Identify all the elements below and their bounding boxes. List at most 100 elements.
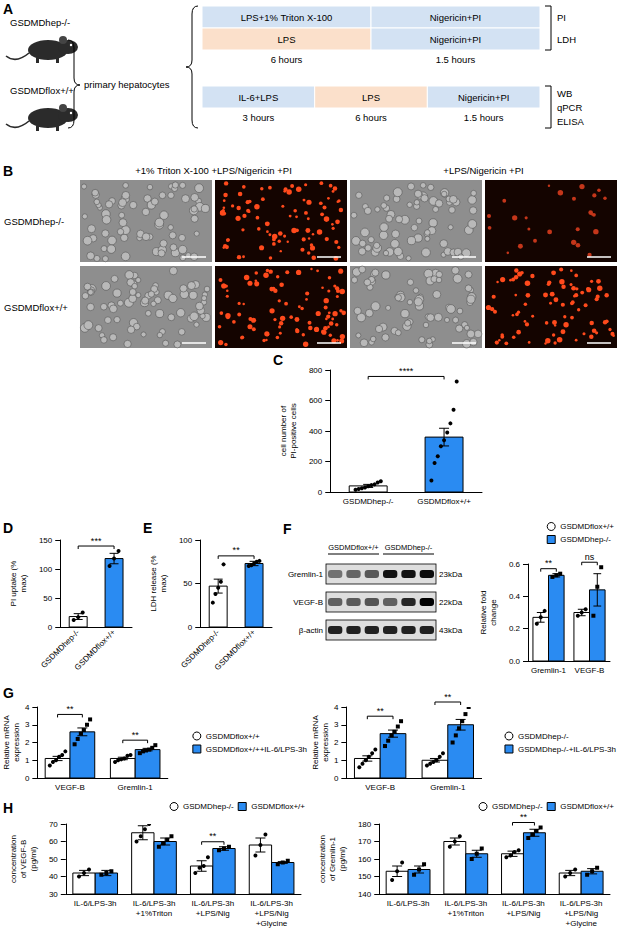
svg-text:3: 3 [334, 720, 339, 729]
svg-text:0.2: 0.2 [509, 624, 521, 633]
svg-text:**: ** [377, 706, 385, 716]
svg-text:concentration: concentration [318, 835, 327, 883]
svg-text:0: 0 [188, 623, 193, 632]
svg-text:LPS: LPS [278, 34, 296, 45]
svg-text:0: 0 [334, 774, 339, 783]
svg-text:23kDa: 23kDa [439, 570, 463, 579]
svg-text:100: 100 [179, 536, 193, 545]
svg-text:A: A [3, 1, 13, 17]
svg-text:GSDMDflox+/+: GSDMDflox+/+ [4, 302, 68, 313]
svg-text:IL-6/LPS-3h: IL-6/LPS-3h [502, 899, 545, 908]
svg-text:GSDMDflox+/+: GSDMDflox+/+ [328, 543, 379, 552]
svg-text:GSDMDhep-/-: GSDMDhep-/- [518, 732, 569, 741]
svg-text:change: change [489, 599, 498, 626]
svg-text:3 hours: 3 hours [242, 112, 274, 123]
svg-text:qPCR: qPCR [557, 102, 582, 113]
svg-text:PI: PI [557, 12, 566, 23]
svg-text:B: B [3, 163, 13, 179]
svg-text:GSDMDflox+/+: GSDMDflox+/+ [560, 802, 614, 811]
svg-text:400: 400 [309, 427, 323, 436]
svg-text:43kDa: 43kDa [439, 626, 463, 635]
svg-text:0.6: 0.6 [509, 560, 521, 569]
svg-text:4: 4 [334, 703, 339, 712]
svg-text:IL-6/LPS-3h: IL-6/LPS-3h [74, 899, 117, 908]
svg-text:1: 1 [25, 756, 30, 765]
svg-text:GSDMDflox+/++IL-6/LPS-3h: GSDMDflox+/++IL-6/LPS-3h [206, 745, 307, 754]
svg-text:150: 150 [358, 872, 372, 881]
svg-text:F: F [283, 521, 292, 537]
svg-text:6 hours: 6 hours [271, 54, 303, 65]
svg-text:+Glycine: +Glycine [256, 919, 288, 928]
svg-text:PI-positive cells: PI-positive cells [289, 403, 298, 459]
svg-text:**: ** [233, 545, 241, 555]
svg-text:VEGF-B: VEGF-B [365, 783, 395, 792]
svg-text:primary hepatocytes: primary hepatocytes [84, 79, 170, 90]
svg-text:**: ** [66, 704, 74, 714]
svg-text:GSDMDhep-/-: GSDMDhep-/- [183, 802, 234, 811]
svg-text:50: 50 [183, 579, 192, 588]
svg-text:GSDMDhep-/-: GSDMDhep-/- [492, 802, 543, 811]
svg-text:0: 0 [25, 774, 30, 783]
svg-text:LPS: LPS [362, 92, 380, 103]
svg-text:1.5 hours: 1.5 hours [464, 112, 504, 123]
svg-text:GSDMDhep-/-: GSDMDhep-/- [560, 535, 611, 544]
svg-text:40: 40 [49, 872, 58, 881]
svg-text:+LPS/Nig: +LPS/Nig [255, 909, 289, 918]
svg-text:0: 0 [318, 488, 323, 497]
svg-text:GSDMDhep-/-: GSDMDhep-/- [4, 216, 64, 227]
svg-text:IL-6/LPS-3h: IL-6/LPS-3h [444, 899, 487, 908]
svg-text:(pg/ml): (pg/ml) [29, 846, 38, 871]
svg-text:800: 800 [309, 366, 323, 375]
svg-text:170: 170 [358, 837, 372, 846]
svg-text:GSDMDhep-/-+IL-6/LPS-3h: GSDMDhep-/-+IL-6/LPS-3h [518, 745, 616, 754]
svg-text:1: 1 [334, 756, 339, 765]
svg-text:IL-6/LPS-3h: IL-6/LPS-3h [387, 899, 430, 908]
svg-text:160: 160 [358, 855, 372, 864]
svg-text:30: 30 [49, 890, 58, 899]
svg-text:Relative mRNA: Relative mRNA [2, 715, 11, 770]
svg-text:VEGF-B: VEGF-B [575, 666, 605, 675]
svg-text:200: 200 [309, 457, 323, 466]
svg-text:4: 4 [25, 703, 30, 712]
svg-text:+LPS/Nigericin +PI: +LPS/Nigericin +PI [443, 165, 523, 176]
svg-text:GSDMDhep-/-: GSDMDhep-/- [343, 497, 394, 506]
svg-text:WB: WB [557, 88, 572, 99]
svg-text:**: ** [444, 692, 452, 702]
svg-text:IL-6/LPS-3h: IL-6/LPS-3h [191, 899, 234, 908]
svg-text:**: ** [520, 812, 528, 822]
svg-text:Gremlin-1: Gremlin-1 [288, 570, 324, 579]
svg-text:60: 60 [49, 837, 58, 846]
svg-text:50: 50 [49, 855, 58, 864]
svg-text:+LPS/Nig: +LPS/Nig [506, 909, 540, 918]
svg-text:***: *** [91, 536, 102, 546]
svg-text:22kDa: 22kDa [439, 598, 463, 607]
svg-text:****: **** [399, 366, 414, 376]
svg-text:**: ** [132, 730, 140, 740]
svg-text:GSDMDflox+/+: GSDMDflox+/+ [213, 628, 258, 673]
svg-text:150: 150 [39, 536, 53, 545]
svg-text:Relative fold: Relative fold [479, 590, 488, 634]
svg-text:+Glycine: +Glycine [565, 919, 597, 928]
svg-text:Gremlin-1: Gremlin-1 [531, 666, 567, 675]
svg-text:600: 600 [309, 396, 323, 405]
svg-text:(pg/ml): (pg/ml) [338, 846, 347, 871]
svg-text:+LPS/Nig: +LPS/Nig [564, 909, 598, 918]
svg-text:ELISA: ELISA [557, 116, 585, 127]
svg-text:PI uptake (%: PI uptake (% [9, 561, 18, 607]
svg-text:3: 3 [25, 720, 30, 729]
svg-text:2: 2 [25, 738, 30, 747]
svg-text:cell number of: cell number of [279, 405, 288, 456]
svg-text:expression: expression [12, 723, 21, 762]
svg-text:GSDMDflox+/+: GSDMDflox+/+ [417, 497, 471, 506]
svg-text:GSDMDflox+/+: GSDMDflox+/+ [206, 732, 260, 741]
svg-text:VEGF-B: VEGF-B [55, 783, 85, 792]
svg-text:Relative mRNA: Relative mRNA [311, 715, 320, 770]
svg-text:GSDMDhep-/-: GSDMDhep-/- [10, 17, 70, 28]
svg-text:+1% Triton X-100 +LPS/Nigerici: +1% Triton X-100 +LPS/Nigericin +PI [135, 165, 292, 176]
svg-text:max): max) [159, 574, 168, 592]
svg-text:expression: expression [321, 723, 330, 762]
svg-text:ns: ns [585, 552, 595, 562]
svg-text:of Gremlin-1: of Gremlin-1 [328, 836, 337, 881]
svg-text:**: ** [209, 831, 217, 841]
svg-text:IL-6/LPS-3h: IL-6/LPS-3h [560, 899, 603, 908]
